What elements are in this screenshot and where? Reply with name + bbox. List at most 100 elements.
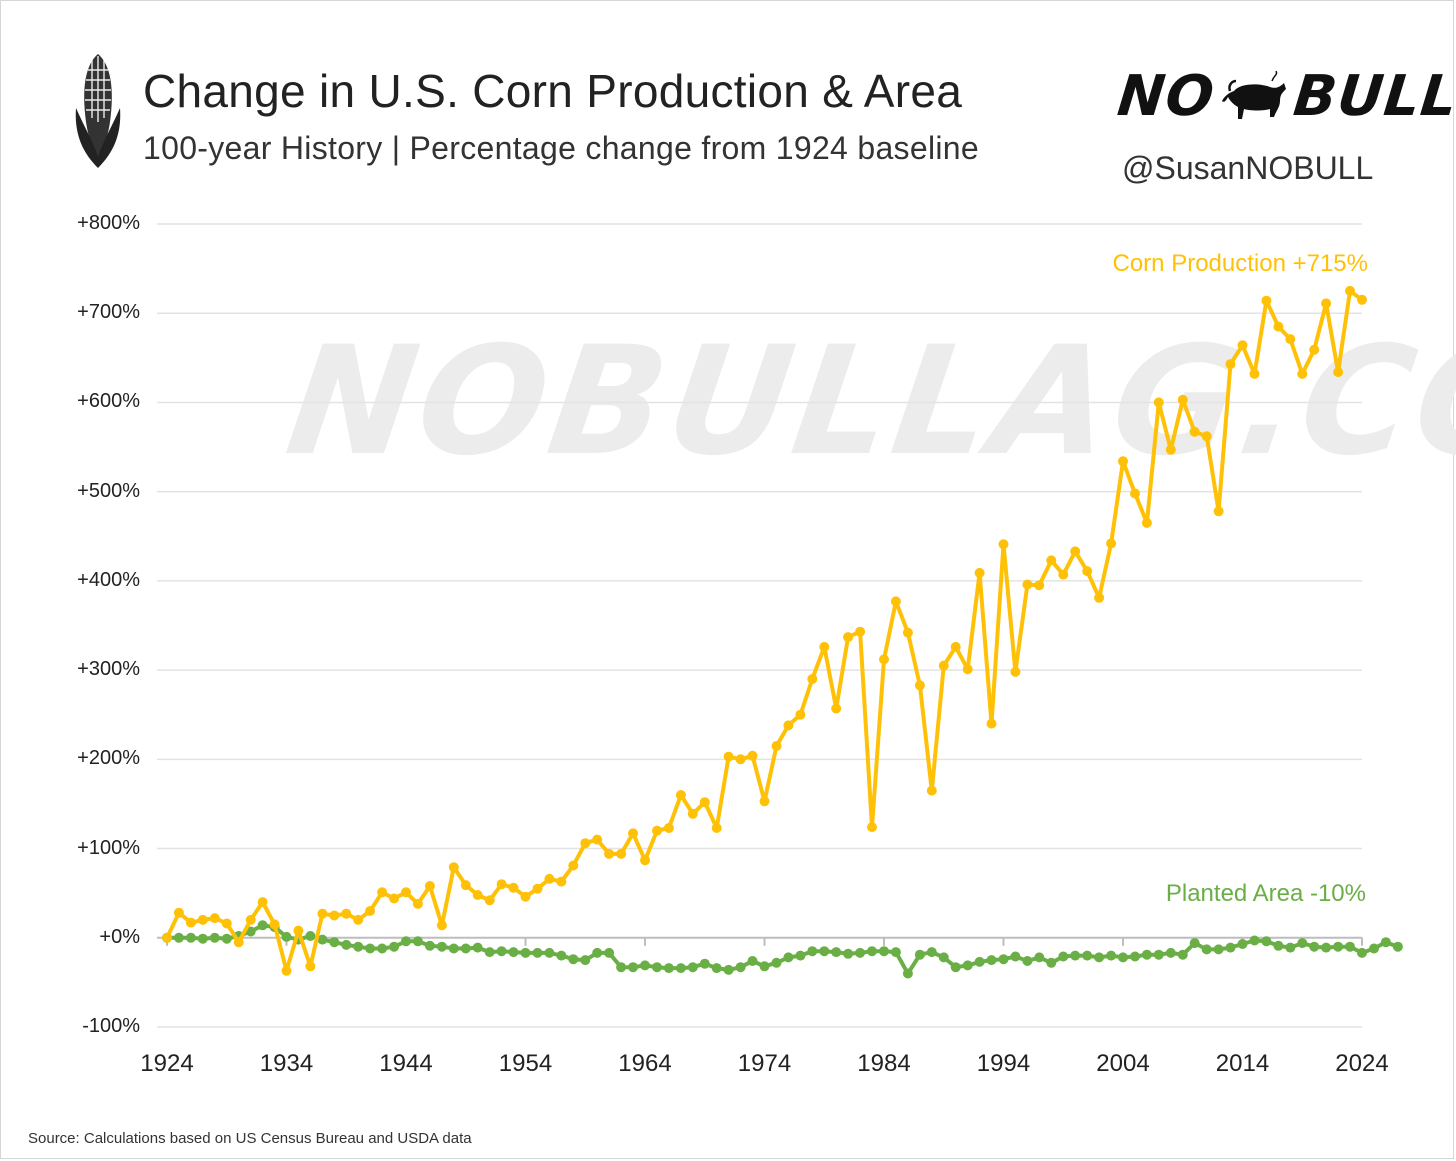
data-point-planted-area xyxy=(496,946,507,957)
data-point-corn-production xyxy=(807,674,818,684)
corn-icon xyxy=(75,54,121,168)
data-point-corn-production xyxy=(1273,321,1284,332)
data-point-corn-production xyxy=(855,626,866,637)
data-point-corn-production xyxy=(640,855,650,866)
data-point-planted-area xyxy=(1153,949,1164,960)
data-point-planted-area xyxy=(1357,947,1367,958)
data-point-planted-area xyxy=(652,962,662,973)
data-point-corn-production xyxy=(1297,368,1308,379)
data-point-planted-area xyxy=(1249,935,1260,946)
data-point-planted-area xyxy=(962,960,973,971)
data-point-planted-area xyxy=(663,963,674,974)
source-note: Source: Calculations based on US Census … xyxy=(28,1130,472,1147)
data-point-planted-area xyxy=(281,931,292,942)
data-point-planted-area xyxy=(412,936,423,947)
data-point-corn-production xyxy=(568,860,579,871)
data-point-planted-area xyxy=(1309,941,1320,952)
data-point-corn-production xyxy=(317,908,328,919)
data-point-planted-area xyxy=(974,956,985,967)
data-point-planted-area xyxy=(747,956,758,966)
data-point-planted-area xyxy=(1321,942,1332,953)
data-point-corn-production xyxy=(185,917,196,928)
data-point-corn-production xyxy=(879,654,889,665)
data-point-corn-production xyxy=(950,641,961,652)
x-tick-label: 2004 xyxy=(1096,1050,1150,1077)
data-point-corn-production xyxy=(496,879,507,890)
data-point-corn-production xyxy=(389,893,400,904)
data-point-planted-area xyxy=(1380,937,1391,948)
data-point-planted-area xyxy=(1261,936,1272,947)
data-point-planted-area xyxy=(879,946,889,957)
data-point-planted-area xyxy=(472,942,483,953)
data-point-planted-area xyxy=(950,962,961,973)
data-point-planted-area xyxy=(914,949,925,960)
data-point-planted-area xyxy=(1130,951,1140,962)
data-point-planted-area xyxy=(436,941,447,952)
data-point-corn-production xyxy=(293,925,304,936)
data-point-corn-production xyxy=(377,887,388,898)
data-point-corn-production xyxy=(1261,295,1272,306)
data-point-corn-production xyxy=(831,703,842,714)
data-point-corn-production xyxy=(1249,368,1260,379)
data-point-planted-area xyxy=(831,947,842,958)
data-point-planted-area xyxy=(1392,941,1403,952)
x-tick-label: 1994 xyxy=(976,1050,1031,1077)
y-tick-label: +700% xyxy=(77,301,140,324)
series-line-corn-production xyxy=(165,288,1364,973)
data-point-planted-area xyxy=(556,950,567,961)
data-point-planted-area xyxy=(1094,952,1105,963)
data-point-planted-area xyxy=(568,954,579,965)
data-point-corn-production xyxy=(1177,394,1188,405)
data-point-corn-production xyxy=(1165,444,1176,455)
data-point-corn-production xyxy=(771,741,782,751)
x-tick-label: 1964 xyxy=(618,1050,672,1077)
data-point-planted-area xyxy=(759,961,770,972)
data-point-corn-production xyxy=(1082,566,1093,577)
data-point-planted-area xyxy=(329,937,340,948)
data-point-corn-production xyxy=(759,796,770,807)
data-point-planted-area xyxy=(890,947,901,958)
data-point-planted-area xyxy=(1022,956,1033,966)
data-point-corn-production xyxy=(902,627,913,638)
data-point-corn-production xyxy=(544,873,555,884)
data-point-corn-production xyxy=(711,823,722,833)
data-point-planted-area xyxy=(209,932,220,943)
data-point-corn-production xyxy=(687,808,698,819)
data-point-corn-production xyxy=(1333,367,1344,378)
data-point-corn-production xyxy=(520,891,531,902)
brand-logo: NO BULL xyxy=(1115,64,1456,129)
data-point-corn-production xyxy=(197,914,208,925)
data-point-corn-production xyxy=(532,883,543,894)
data-point-planted-area xyxy=(173,932,184,943)
data-point-corn-production xyxy=(472,890,483,900)
data-point-corn-production xyxy=(1106,538,1117,549)
data-point-planted-area xyxy=(628,962,638,973)
data-point-corn-production xyxy=(986,718,997,729)
data-point-corn-production xyxy=(1345,285,1355,296)
data-point-planted-area xyxy=(245,926,256,937)
data-point-planted-area xyxy=(377,943,388,954)
data-point-corn-production xyxy=(281,965,292,976)
data-point-planted-area xyxy=(807,946,818,957)
x-tick-label: 1944 xyxy=(379,1050,433,1077)
data-point-planted-area xyxy=(855,947,866,958)
data-point-planted-area xyxy=(365,943,376,954)
data-point-corn-production xyxy=(663,823,674,833)
data-point-corn-production xyxy=(341,908,352,919)
data-point-planted-area xyxy=(592,947,603,958)
data-point-planted-area xyxy=(197,933,208,944)
data-point-planted-area xyxy=(389,941,400,952)
data-point-corn-production xyxy=(245,914,256,925)
y-tick-label: -100% xyxy=(82,1015,140,1037)
y-tick-label: +400% xyxy=(77,568,140,591)
data-point-planted-area xyxy=(938,952,949,963)
data-point-planted-area xyxy=(771,957,782,968)
data-point-corn-production xyxy=(1010,666,1021,677)
y-tick-label: +200% xyxy=(77,747,140,770)
data-point-planted-area xyxy=(783,952,794,963)
series-label-corn-production: Corn Production +715% xyxy=(1112,250,1369,277)
data-point-corn-production xyxy=(819,641,830,652)
data-point-corn-production xyxy=(424,881,435,891)
data-point-planted-area xyxy=(1333,941,1344,952)
